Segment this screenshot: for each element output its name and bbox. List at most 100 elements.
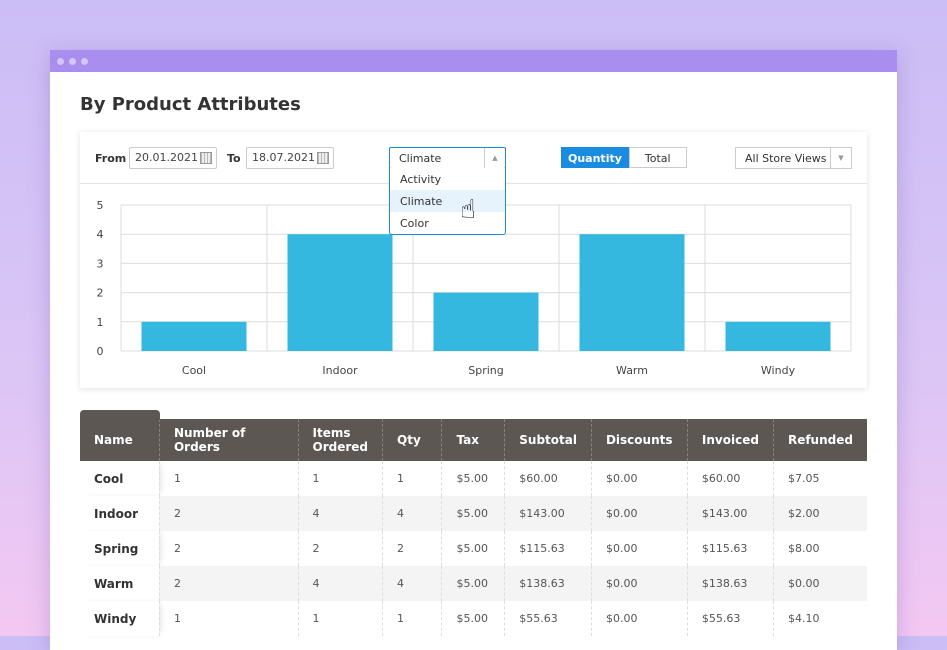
y-tick-label: 5 bbox=[97, 199, 104, 212]
attribute-dropdown: Activity Climate Color bbox=[389, 168, 506, 235]
y-tick-label: 0 bbox=[97, 345, 104, 358]
x-tick-label: Cool bbox=[182, 364, 206, 377]
table-cell: Indoor bbox=[80, 496, 160, 531]
table-cell: Cool bbox=[80, 461, 160, 496]
table-cell: $0.00 bbox=[590, 601, 688, 636]
table-cell: 1 bbox=[381, 461, 442, 496]
table-cell: 4 bbox=[381, 566, 442, 601]
table-cell: $5.00 bbox=[441, 566, 505, 601]
table-cell: $143.00 bbox=[504, 496, 592, 531]
y-tick-label: 3 bbox=[97, 257, 104, 270]
table-row[interactable]: Windy 1 1 1 $5.00 $55.63 $0.00 $55.63 $4.10 bbox=[80, 601, 867, 636]
to-label: To bbox=[227, 152, 241, 165]
from-date-value: 20.01.2021 bbox=[135, 151, 198, 164]
to-date-input[interactable]: 18.07.2021 bbox=[246, 147, 334, 169]
window-dot-icon[interactable] bbox=[69, 57, 76, 65]
total-button[interactable]: Total bbox=[628, 147, 687, 168]
table-cell: $5.00 bbox=[441, 601, 505, 636]
y-tick-label: 2 bbox=[97, 287, 104, 300]
bar-windy[interactable] bbox=[725, 321, 831, 351]
chart-card: From 20.01.2021 To 18.07.2021 Climate ▲ A… bbox=[80, 132, 867, 388]
table-row[interactable]: Warm 2 4 4 $5.00 $138.63 $0.00 $138.63 $0.00 bbox=[80, 566, 867, 601]
title-bar bbox=[50, 50, 897, 72]
x-tick-label: Windy bbox=[761, 364, 796, 377]
table-cell: 2 bbox=[381, 531, 442, 566]
column-header[interactable]: Tax bbox=[441, 419, 505, 461]
table-cell: 2 bbox=[158, 566, 298, 601]
attribute-selected: Climate bbox=[399, 152, 442, 165]
table-cell: $2.00 bbox=[772, 496, 867, 531]
bar-indoor[interactable] bbox=[287, 234, 393, 351]
calendar-icon[interactable] bbox=[317, 152, 329, 164]
table-cell: $60.00 bbox=[504, 461, 592, 496]
column-header[interactable]: Name bbox=[80, 410, 160, 461]
table-row[interactable]: Cool 1 1 1 $5.00 $60.00 $0.00 $60.00 $7.05 bbox=[80, 461, 867, 496]
table-cell: 1 bbox=[297, 461, 383, 496]
bar-chart: 0 1 2 3 4 5 Cool Indoor Spring Warm Windy bbox=[97, 199, 852, 377]
option-color[interactable]: Color bbox=[400, 217, 429, 230]
table-cell: $8.00 bbox=[772, 531, 867, 566]
column-header[interactable]: Discounts bbox=[590, 419, 688, 461]
mode-toggle: Quantity Total bbox=[561, 147, 687, 168]
attribute-select[interactable]: Climate ▲ bbox=[389, 147, 506, 169]
column-header[interactable]: Subtotal bbox=[504, 419, 592, 461]
table-cell: $7.05 bbox=[772, 461, 867, 496]
bar-warm[interactable] bbox=[579, 234, 685, 351]
table-row[interactable]: Indoor 2 4 4 $5.00 $143.00 $0.00 $143.00 $2.00 bbox=[80, 496, 867, 531]
table-cell: $0.00 bbox=[772, 566, 867, 601]
table-cell: $0.00 bbox=[590, 496, 688, 531]
option-activity[interactable]: Activity bbox=[400, 173, 442, 186]
app-window: By Product Attributes From 20.01.2021 To… bbox=[50, 50, 897, 650]
table-cell: $143.00 bbox=[686, 496, 774, 531]
table-cell: $60.00 bbox=[686, 461, 774, 496]
x-tick-label: Warm bbox=[616, 364, 648, 377]
from-date-input[interactable]: 20.01.2021 bbox=[129, 147, 217, 169]
table-cell: 1 bbox=[158, 601, 298, 636]
table-header: Name Number of Orders Items Ordered Qty Tax S… bbox=[80, 410, 867, 461]
from-label: From bbox=[95, 152, 127, 165]
column-header[interactable]: Refunded bbox=[772, 419, 867, 461]
report-table: Name Number of Orders Items Ordered Qty Tax S… bbox=[80, 410, 867, 636]
table-cell: $0.00 bbox=[590, 461, 688, 496]
to-date-value: 18.07.2021 bbox=[252, 151, 315, 164]
table-cell: $138.63 bbox=[504, 566, 592, 601]
name-column-tab bbox=[80, 410, 160, 420]
table-cell: 2 bbox=[158, 531, 298, 566]
page-title: By Product Attributes bbox=[80, 94, 301, 115]
calendar-icon[interactable] bbox=[200, 152, 212, 164]
table-cell: $138.63 bbox=[686, 566, 774, 601]
table-cell: $55.63 bbox=[686, 601, 774, 636]
column-header[interactable]: Number of Orders bbox=[158, 419, 298, 461]
table-cell: $55.63 bbox=[504, 601, 592, 636]
table-row[interactable]: Spring 2 2 2 $5.00 $115.63 $0.00 $115.63 $8.00 bbox=[80, 531, 867, 566]
y-tick-label: 1 bbox=[97, 316, 104, 329]
table-cell: $0.00 bbox=[590, 531, 688, 566]
table-cell: $5.00 bbox=[441, 461, 505, 496]
bar-cool[interactable] bbox=[141, 321, 247, 351]
table-cell: Windy bbox=[80, 601, 160, 636]
table-cell: $0.00 bbox=[590, 566, 688, 601]
column-header[interactable]: Invoiced bbox=[686, 419, 774, 461]
column-header[interactable]: Qty bbox=[381, 419, 442, 461]
caret-up-icon[interactable]: ▲ bbox=[484, 148, 505, 168]
table-cell: $115.63 bbox=[504, 531, 592, 566]
pointer-cursor-icon: ☝ bbox=[460, 195, 476, 225]
option-climate[interactable]: Climate bbox=[390, 190, 505, 212]
caret-down-icon[interactable]: ▼ bbox=[830, 148, 851, 168]
table-cell: 2 bbox=[158, 496, 298, 531]
table-cell: 2 bbox=[297, 531, 383, 566]
table-cell: 4 bbox=[297, 566, 383, 601]
window-dot-icon[interactable] bbox=[57, 57, 64, 65]
x-tick-label: Indoor bbox=[322, 364, 358, 377]
table-cell: 1 bbox=[158, 461, 298, 496]
column-header[interactable]: Items Ordered bbox=[297, 419, 383, 461]
quantity-button[interactable]: Quantity bbox=[561, 147, 629, 168]
window-dot-icon[interactable] bbox=[81, 57, 88, 65]
table-cell: 1 bbox=[297, 601, 383, 636]
store-view-select[interactable]: All Store Views ▼ bbox=[735, 147, 852, 169]
table-cell: $5.00 bbox=[441, 496, 505, 531]
bar-spring[interactable] bbox=[433, 292, 539, 351]
store-view-value: All Store Views bbox=[745, 152, 827, 165]
table-cell: $4.10 bbox=[772, 601, 867, 636]
y-tick-label: 4 bbox=[97, 228, 104, 241]
